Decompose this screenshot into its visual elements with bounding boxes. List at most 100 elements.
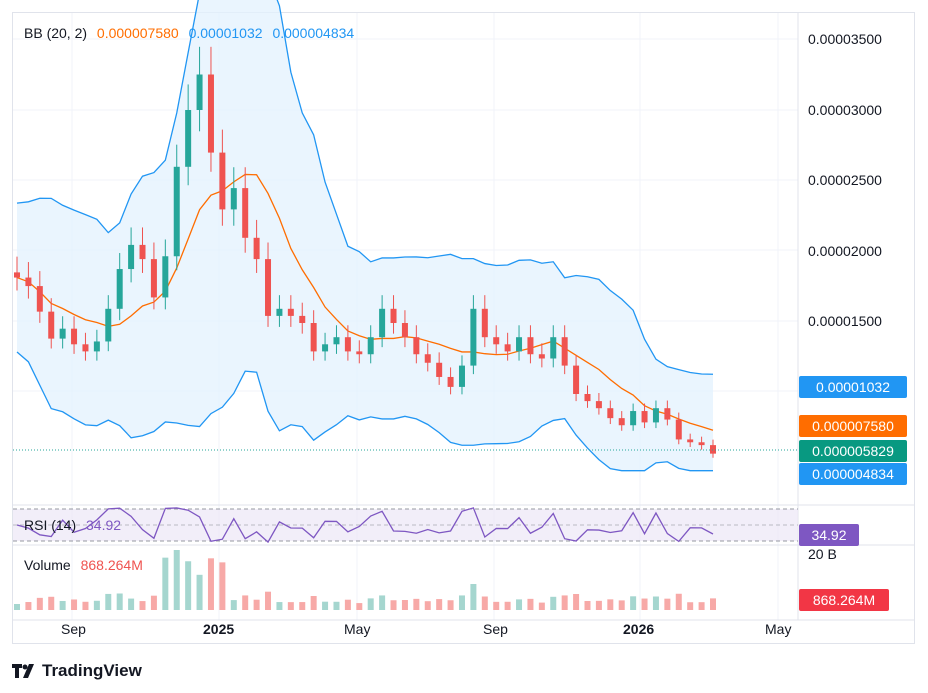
candle — [356, 340, 363, 364]
candle — [424, 343, 431, 372]
candle — [390, 295, 397, 334]
volume-bar — [173, 550, 180, 610]
volume-bar — [630, 596, 637, 610]
candle-body — [299, 315, 306, 323]
volume-bar — [48, 596, 55, 610]
candlesticks — [14, 46, 716, 458]
tradingview-logo-icon — [12, 664, 34, 678]
volume-bar — [379, 595, 386, 610]
volume-bar — [162, 557, 169, 610]
candle-body — [379, 308, 386, 338]
candle — [344, 325, 351, 361]
candle — [71, 316, 78, 354]
candle-body — [458, 365, 465, 387]
candle-body — [265, 259, 272, 316]
bb-lower-badge: 0.000004834 — [799, 463, 907, 485]
time-tick-sep-2024: Sep — [61, 621, 86, 637]
volume-bar — [481, 596, 488, 610]
candle-body — [219, 152, 226, 210]
volume-bar — [458, 595, 465, 610]
candle — [527, 325, 534, 364]
candle-body — [698, 442, 705, 446]
volume-bar — [664, 598, 671, 610]
volume-bar — [287, 602, 294, 610]
candle-body — [162, 256, 169, 298]
candle-body — [173, 166, 180, 257]
candle-body — [242, 188, 249, 238]
bb-upper-line — [16, 0, 714, 375]
candle — [48, 298, 55, 349]
candle-body — [14, 272, 20, 278]
candle — [185, 84, 192, 186]
candle-body — [424, 354, 431, 363]
volume-bar — [139, 601, 146, 610]
volume-scale-label: 20 B — [808, 546, 837, 562]
volume-bar — [413, 598, 420, 610]
price-tick-5: 0.00001500 — [808, 313, 882, 329]
candle-body — [344, 337, 351, 352]
candle-body — [573, 365, 580, 394]
last-price-badge: 0.000005829 — [799, 440, 907, 462]
candle-body — [207, 74, 214, 153]
candle — [458, 355, 465, 395]
candle — [550, 325, 557, 368]
candle-body — [93, 341, 100, 352]
candle-body — [527, 337, 534, 355]
bb-lower-value: 0.000004834 — [272, 25, 355, 41]
candle-body — [413, 337, 420, 355]
volume-legend-label: Volume — [24, 557, 71, 573]
volume-bar — [116, 593, 123, 610]
tradingview-logo[interactable]: TradingView — [12, 660, 142, 682]
volume-bar — [390, 600, 397, 610]
chart-frame[interactable] — [12, 12, 915, 644]
time-tick-may-2026: May — [765, 621, 792, 637]
bollinger-bands — [16, 0, 714, 472]
volume-bar — [550, 596, 557, 610]
candle-body — [185, 110, 192, 167]
volume-bar — [219, 562, 226, 610]
candle — [265, 242, 272, 327]
candle-body — [333, 337, 340, 345]
candle — [538, 343, 545, 368]
candle — [162, 239, 169, 310]
volume-bar — [36, 597, 43, 610]
candle — [641, 403, 648, 429]
candle-body — [253, 237, 260, 260]
candle — [242, 167, 249, 253]
candle-body — [493, 337, 500, 345]
candle — [82, 332, 89, 361]
time-tick-may-2025: May — [344, 621, 371, 637]
candle — [573, 355, 580, 402]
candle-body — [561, 337, 568, 366]
candle — [367, 325, 374, 364]
volume-bar — [344, 599, 351, 610]
candle — [710, 439, 716, 458]
candle — [675, 412, 682, 445]
volume-bar — [584, 601, 591, 610]
price-tick-2: 0.00003000 — [808, 102, 882, 118]
volume-bar — [242, 595, 249, 610]
candle-body — [470, 308, 477, 366]
volume-bar — [185, 561, 192, 610]
volume-bar — [105, 593, 112, 610]
bb-legend-label: BB (20, 2) — [24, 25, 88, 41]
volume-badge: 868.264M — [799, 589, 889, 611]
candle — [253, 219, 260, 273]
candle-body — [48, 311, 55, 339]
volume-bar — [504, 601, 511, 610]
candle — [481, 295, 488, 348]
time-tick-2026: 2026 — [623, 621, 655, 637]
candle — [196, 46, 203, 132]
volume-bar — [25, 602, 32, 610]
volume-legend: Volume 868.264M — [24, 557, 149, 573]
candle-body — [230, 188, 237, 210]
volume-bar — [356, 603, 363, 610]
candle-body — [310, 323, 317, 352]
volume-bar — [196, 574, 203, 610]
bb-band-fill — [17, 0, 713, 471]
candle-body — [390, 308, 397, 323]
candle — [105, 295, 112, 352]
candle — [299, 302, 306, 334]
volume-bar — [538, 602, 545, 610]
